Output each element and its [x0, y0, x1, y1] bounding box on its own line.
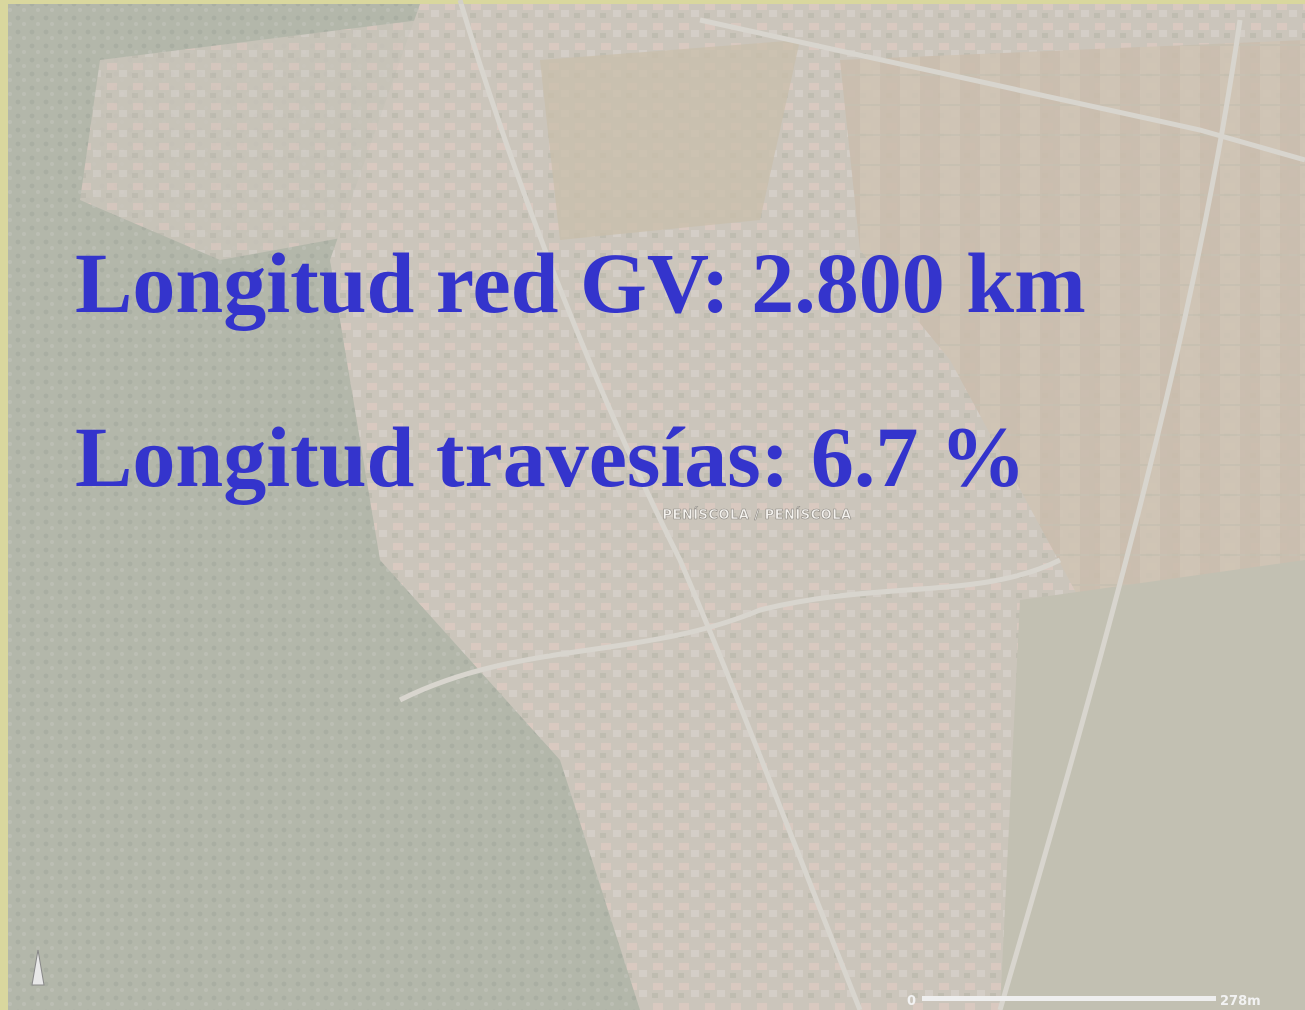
north-arrow: [31, 949, 45, 986]
place-label: PENÍSCOLA / PENÍSCOLA: [662, 507, 851, 523]
scale-start: 0: [907, 994, 916, 1009]
scale-line: [922, 996, 1216, 1001]
aerial-map: [8, 0, 1305, 1010]
headline: Longitud red GV: 2.800 km: [75, 235, 1086, 331]
headline: Longitud travesías: 6.7 %: [75, 409, 1026, 505]
scale-end: 278m: [1220, 994, 1261, 1009]
scale-bar: 0 278m: [907, 994, 1261, 1009]
